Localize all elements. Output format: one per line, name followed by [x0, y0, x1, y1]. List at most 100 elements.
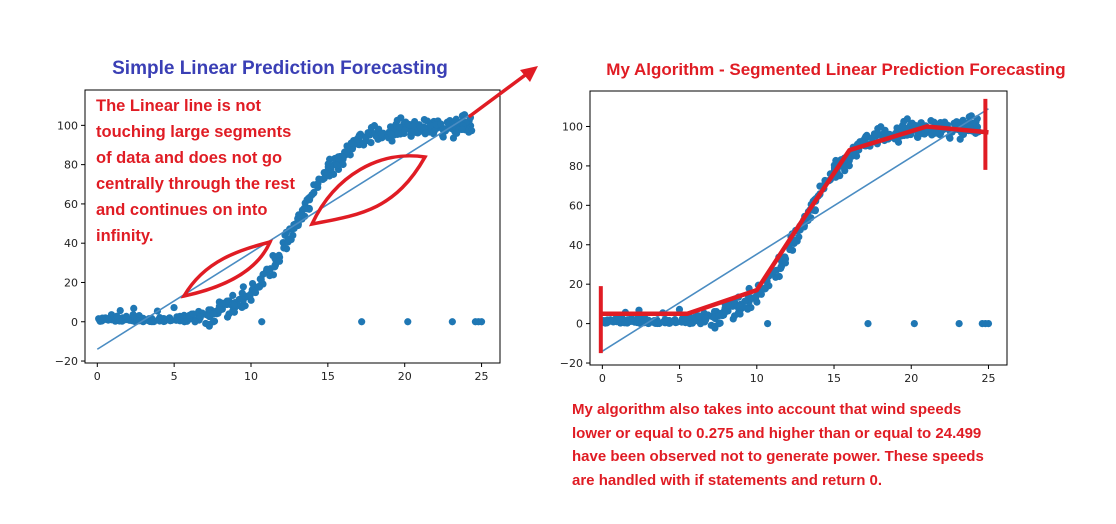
right-chart-title: My Algorithm - Segmented Linear Predicti… — [606, 60, 1065, 79]
data-point — [271, 261, 279, 270]
right-note: My algorithm also takes into account tha… — [572, 401, 988, 489]
data-point — [230, 308, 238, 316]
data-point — [333, 161, 341, 170]
data-point — [176, 312, 184, 321]
data-point — [320, 168, 328, 177]
zero-power-point — [955, 320, 963, 328]
x-tick-label: 20 — [398, 370, 412, 383]
y-tick-label: 40 — [569, 239, 583, 252]
data-point — [216, 306, 224, 314]
data-point — [760, 285, 768, 293]
data-point — [696, 320, 705, 328]
data-point — [170, 303, 178, 312]
data-point — [394, 129, 402, 137]
data-point — [928, 130, 937, 138]
data-point — [965, 113, 973, 121]
x-tick-label: 10 — [244, 370, 258, 383]
data-point — [98, 314, 106, 322]
data-point — [334, 154, 342, 162]
segmented-fit-line — [602, 124, 989, 316]
data-point — [757, 290, 765, 298]
data-point — [401, 126, 409, 134]
data-point — [927, 117, 935, 125]
data-point — [675, 305, 684, 313]
data-point — [122, 312, 130, 320]
data-point — [893, 124, 901, 132]
y-tick-label: 20 — [569, 278, 583, 291]
data-point — [903, 115, 911, 123]
data-point — [386, 123, 395, 131]
zero-power-point — [258, 318, 266, 326]
data-point — [603, 316, 611, 324]
plot-frame — [84, 89, 501, 364]
data-point — [130, 304, 138, 312]
left-note-line: centrally through the rest — [96, 175, 295, 193]
data-point — [775, 272, 783, 281]
data-point — [129, 311, 137, 319]
data-point — [325, 172, 334, 180]
data-point — [348, 145, 357, 153]
lower-loop — [180, 239, 274, 299]
data-point — [116, 306, 124, 315]
zero-power-point — [984, 320, 993, 328]
left-note-line: touching large segments — [96, 123, 291, 141]
data-point — [627, 314, 636, 322]
left-note-line: The Linear line is not — [96, 97, 262, 115]
y-tick-label: 0 — [71, 316, 78, 329]
data-point — [377, 130, 386, 138]
data-point — [752, 293, 760, 301]
data-point — [420, 115, 428, 124]
data-point — [877, 123, 885, 131]
x-tick-label: 10 — [750, 372, 764, 385]
zero-power-point — [404, 318, 412, 326]
data-point — [284, 235, 292, 243]
y-tick-label: 100 — [57, 119, 78, 132]
y-tick-label: −20 — [55, 355, 78, 368]
data-point — [314, 180, 322, 188]
left-chart-title: Simple Linear Prediction Forecasting — [112, 58, 448, 79]
left-note: The Linear line is not touching large se… — [96, 97, 300, 245]
left-note-line: of data and does not go — [96, 149, 282, 167]
left-note-line: and continues on into — [96, 201, 267, 219]
scatter-points — [600, 112, 993, 332]
right-note-line: lower or equal to 0.275 and higher than … — [572, 425, 981, 442]
zero-power-point — [448, 318, 456, 326]
data-point — [239, 283, 247, 291]
zero-power-point — [477, 318, 486, 326]
x-tick-label: 20 — [904, 372, 918, 385]
y-tick-label: −20 — [560, 357, 583, 370]
data-point — [695, 312, 703, 320]
x-tick-label: 15 — [321, 370, 335, 383]
y-tick-label: 80 — [569, 160, 583, 173]
data-point — [300, 204, 308, 212]
data-point — [845, 162, 853, 170]
data-point — [248, 279, 257, 288]
data-point — [238, 289, 246, 297]
data-point — [305, 196, 314, 204]
data-point — [218, 299, 227, 307]
y-tick-label: 0 — [576, 318, 583, 331]
right-chart: 0 5 10 15 20 25 −20 0 20 40 60 80 100 — [560, 90, 1008, 385]
data-point — [870, 130, 879, 138]
data-point — [902, 124, 910, 132]
data-point — [681, 314, 690, 322]
data-point — [339, 160, 347, 169]
data-point — [426, 121, 435, 130]
right-note-line: have been observed not to generate power… — [572, 448, 984, 465]
data-point — [397, 114, 405, 122]
data-point — [295, 211, 303, 219]
data-point — [342, 147, 351, 155]
y-tick-label: 20 — [64, 276, 78, 289]
data-point — [196, 313, 204, 321]
data-point — [189, 310, 197, 318]
data-point — [452, 115, 460, 123]
data-point — [736, 303, 744, 311]
right-note-line: My algorithm also takes into account tha… — [572, 401, 961, 418]
data-point — [343, 142, 351, 150]
data-point — [395, 123, 404, 131]
data-point — [736, 310, 744, 318]
zero-power-point — [358, 318, 366, 326]
x-tick-label: 25 — [981, 372, 995, 385]
data-point — [437, 120, 445, 128]
data-point — [781, 253, 789, 261]
